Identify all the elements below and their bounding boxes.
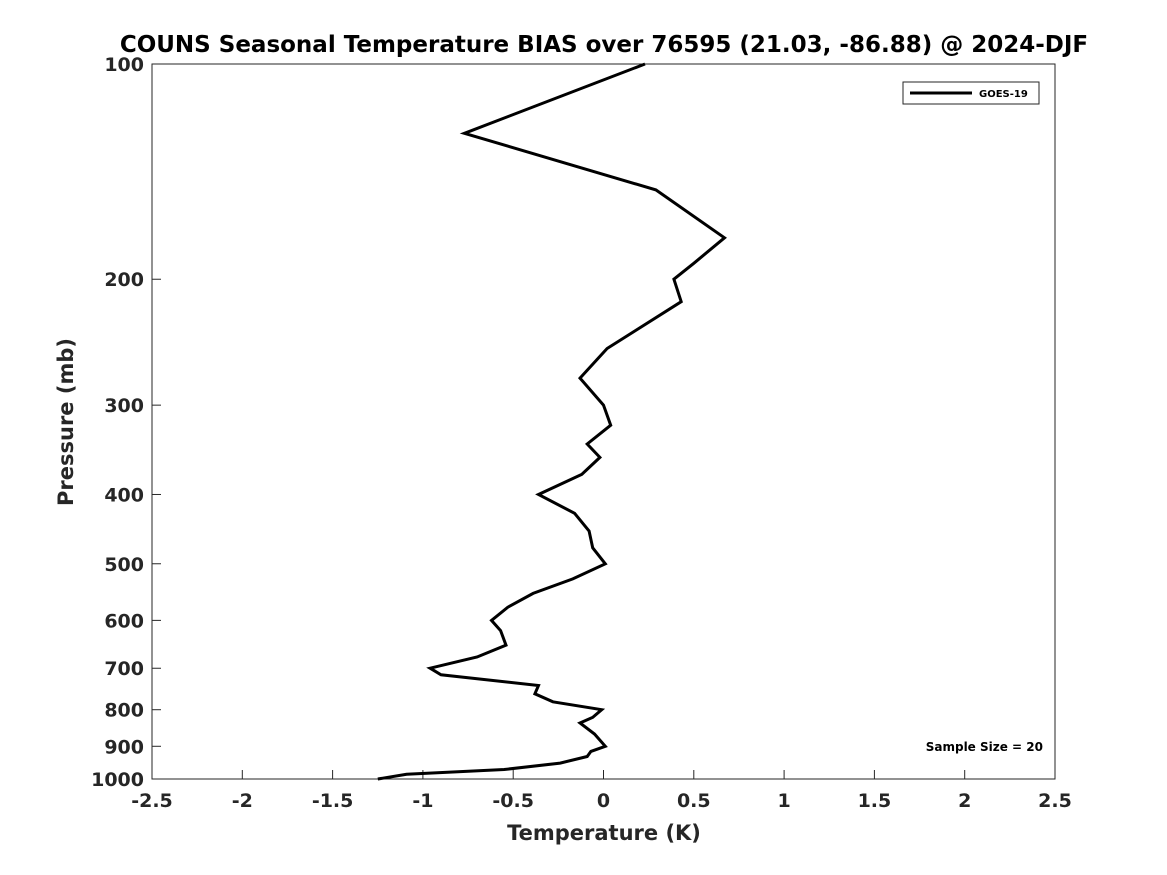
x-tick-label: -2 (232, 790, 253, 812)
y-tick-label: 1000 (91, 769, 144, 791)
x-tick-label: 0 (597, 790, 610, 812)
y-axis: 100 200 300 400 500 600 700 800 900 1000 (91, 54, 161, 791)
x-tick-label: 2 (958, 790, 971, 812)
y-tick-label: 700 (104, 658, 144, 680)
x-tick-label: 1 (777, 790, 790, 812)
x-axis-label: Temperature (K) (507, 821, 701, 845)
x-tick-label: -0.5 (492, 790, 534, 812)
y-tick-label: 800 (104, 700, 144, 722)
x-tick-label: -1.5 (312, 790, 354, 812)
series-layer (377, 62, 727, 781)
y-tick-label: 500 (104, 554, 144, 576)
legend: GOES-19 (902, 81, 1040, 105)
y-tick-label: 300 (104, 395, 144, 417)
series-line-goes-19 (377, 62, 727, 781)
legend-label-goes-19: GOES-19 (979, 89, 1028, 100)
y-tick-label: 900 (104, 736, 144, 758)
x-tick-label: -2.5 (131, 790, 173, 812)
x-tick-label: 2.5 (1038, 790, 1072, 812)
y-tick-label: 400 (104, 484, 144, 506)
y-axis-label: Pressure (mb) (54, 338, 78, 506)
sample-size-annotation: Sample Size = 20 (926, 740, 1043, 754)
plot-area (151, 63, 1056, 780)
x-tick-label: 1.5 (858, 790, 892, 812)
x-tick-label: -1 (412, 790, 433, 812)
x-axis: -2.5 -2 -1.5 -1 -0.5 0 0.5 1 1.5 2 2.5 (131, 770, 1072, 812)
y-tick-label: 600 (104, 610, 144, 632)
x-tick-label: 0.5 (677, 790, 711, 812)
y-tick-label: 100 (104, 54, 144, 76)
y-tick-label: 200 (104, 269, 144, 291)
chart-title: COUNS Seasonal Temperature BIAS over 765… (120, 32, 1088, 58)
